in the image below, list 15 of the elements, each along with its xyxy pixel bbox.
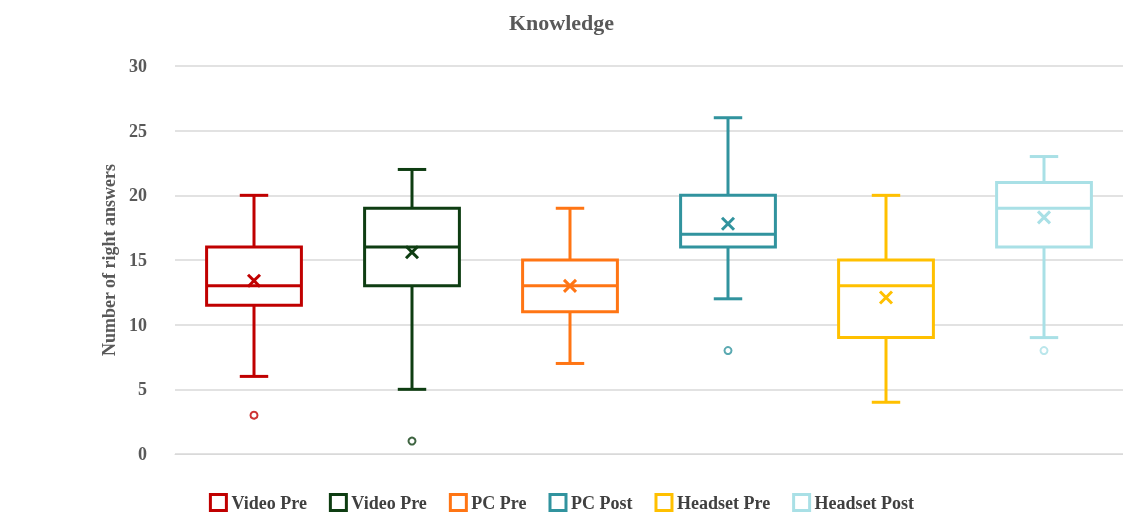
legend-label: Headset Post	[814, 492, 915, 513]
y-tick-label: 15	[129, 250, 147, 270]
legend-label: Headset Pre	[676, 492, 771, 513]
y-tick-label: 20	[129, 185, 147, 206]
legend-label: PC Pre	[471, 492, 527, 513]
legend-label: PC Post	[571, 492, 633, 513]
y-tick-label: 0	[138, 444, 147, 464]
y-tick-label: 25	[129, 120, 147, 141]
legend-label: Video Pre	[351, 492, 427, 513]
y-tick-label: 10	[129, 314, 147, 335]
y-tick-label: 5	[138, 379, 147, 400]
legend-label: Video Pre	[231, 492, 307, 513]
y-tick-label: 30	[129, 56, 147, 76]
chart-title: Knowledge	[508, 9, 615, 35]
y-axis-title: Number of right answers	[99, 163, 120, 357]
